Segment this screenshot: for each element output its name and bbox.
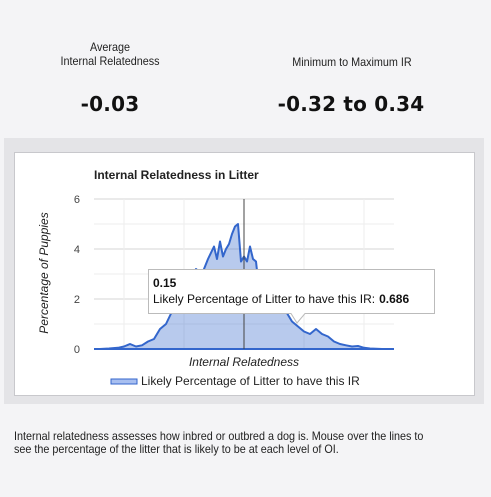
legend-swatch	[110, 378, 138, 385]
average-ir-label-line1: Average	[89, 40, 131, 54]
average-ir-value: -0.03	[80, 92, 140, 116]
tooltip-series-label: Likely Percentage of Litter to have this…	[153, 292, 375, 306]
tooltip-x-value: 0.15	[153, 276, 177, 290]
y-tick-label: 4	[74, 244, 80, 256]
y-tick-label: 2	[74, 294, 80, 306]
legend[interactable]: Likely Percentage of Litter to have this…	[110, 374, 360, 388]
chart-frame: Internal Relatedness in Litter 0 2 4 6 Perc…	[14, 152, 475, 396]
average-ir-label: Average Internal Relatedness	[29, 40, 191, 68]
ir-chart[interactable]: Internal Relatedness in Litter 0 2 4 6 Perc…	[15, 153, 474, 395]
y-axis-ticks: 0 2 4 6	[74, 194, 80, 356]
x-axis-label: Internal Relatedness	[189, 355, 299, 369]
range-ir-label: Minimum to Maximum IR	[271, 55, 433, 69]
tooltip-y-value: 0.686	[379, 292, 409, 306]
tooltip-box	[148, 269, 435, 324]
y-tick-label: 6	[74, 194, 80, 206]
legend-label: Likely Percentage of Litter to have this…	[141, 374, 360, 388]
tooltip-line: Likely Percentage of Litter to have this…	[153, 292, 409, 306]
range-ir-value: -0.32 to 0.34	[277, 92, 425, 116]
range-ir-label-text: Minimum to Maximum IR	[292, 55, 412, 69]
chart-title: Internal Relatedness in Litter	[94, 168, 259, 182]
average-ir-label-line2: Internal Relatedness	[60, 54, 160, 68]
chart-description: Internal relatedness assesses how inbred…	[14, 429, 424, 456]
y-tick-label: 0	[74, 344, 80, 356]
y-axis-label: Percentage of Puppies	[37, 212, 51, 333]
tooltip: 0.15 Likely Percentage of Litter to have…	[148, 269, 435, 324]
